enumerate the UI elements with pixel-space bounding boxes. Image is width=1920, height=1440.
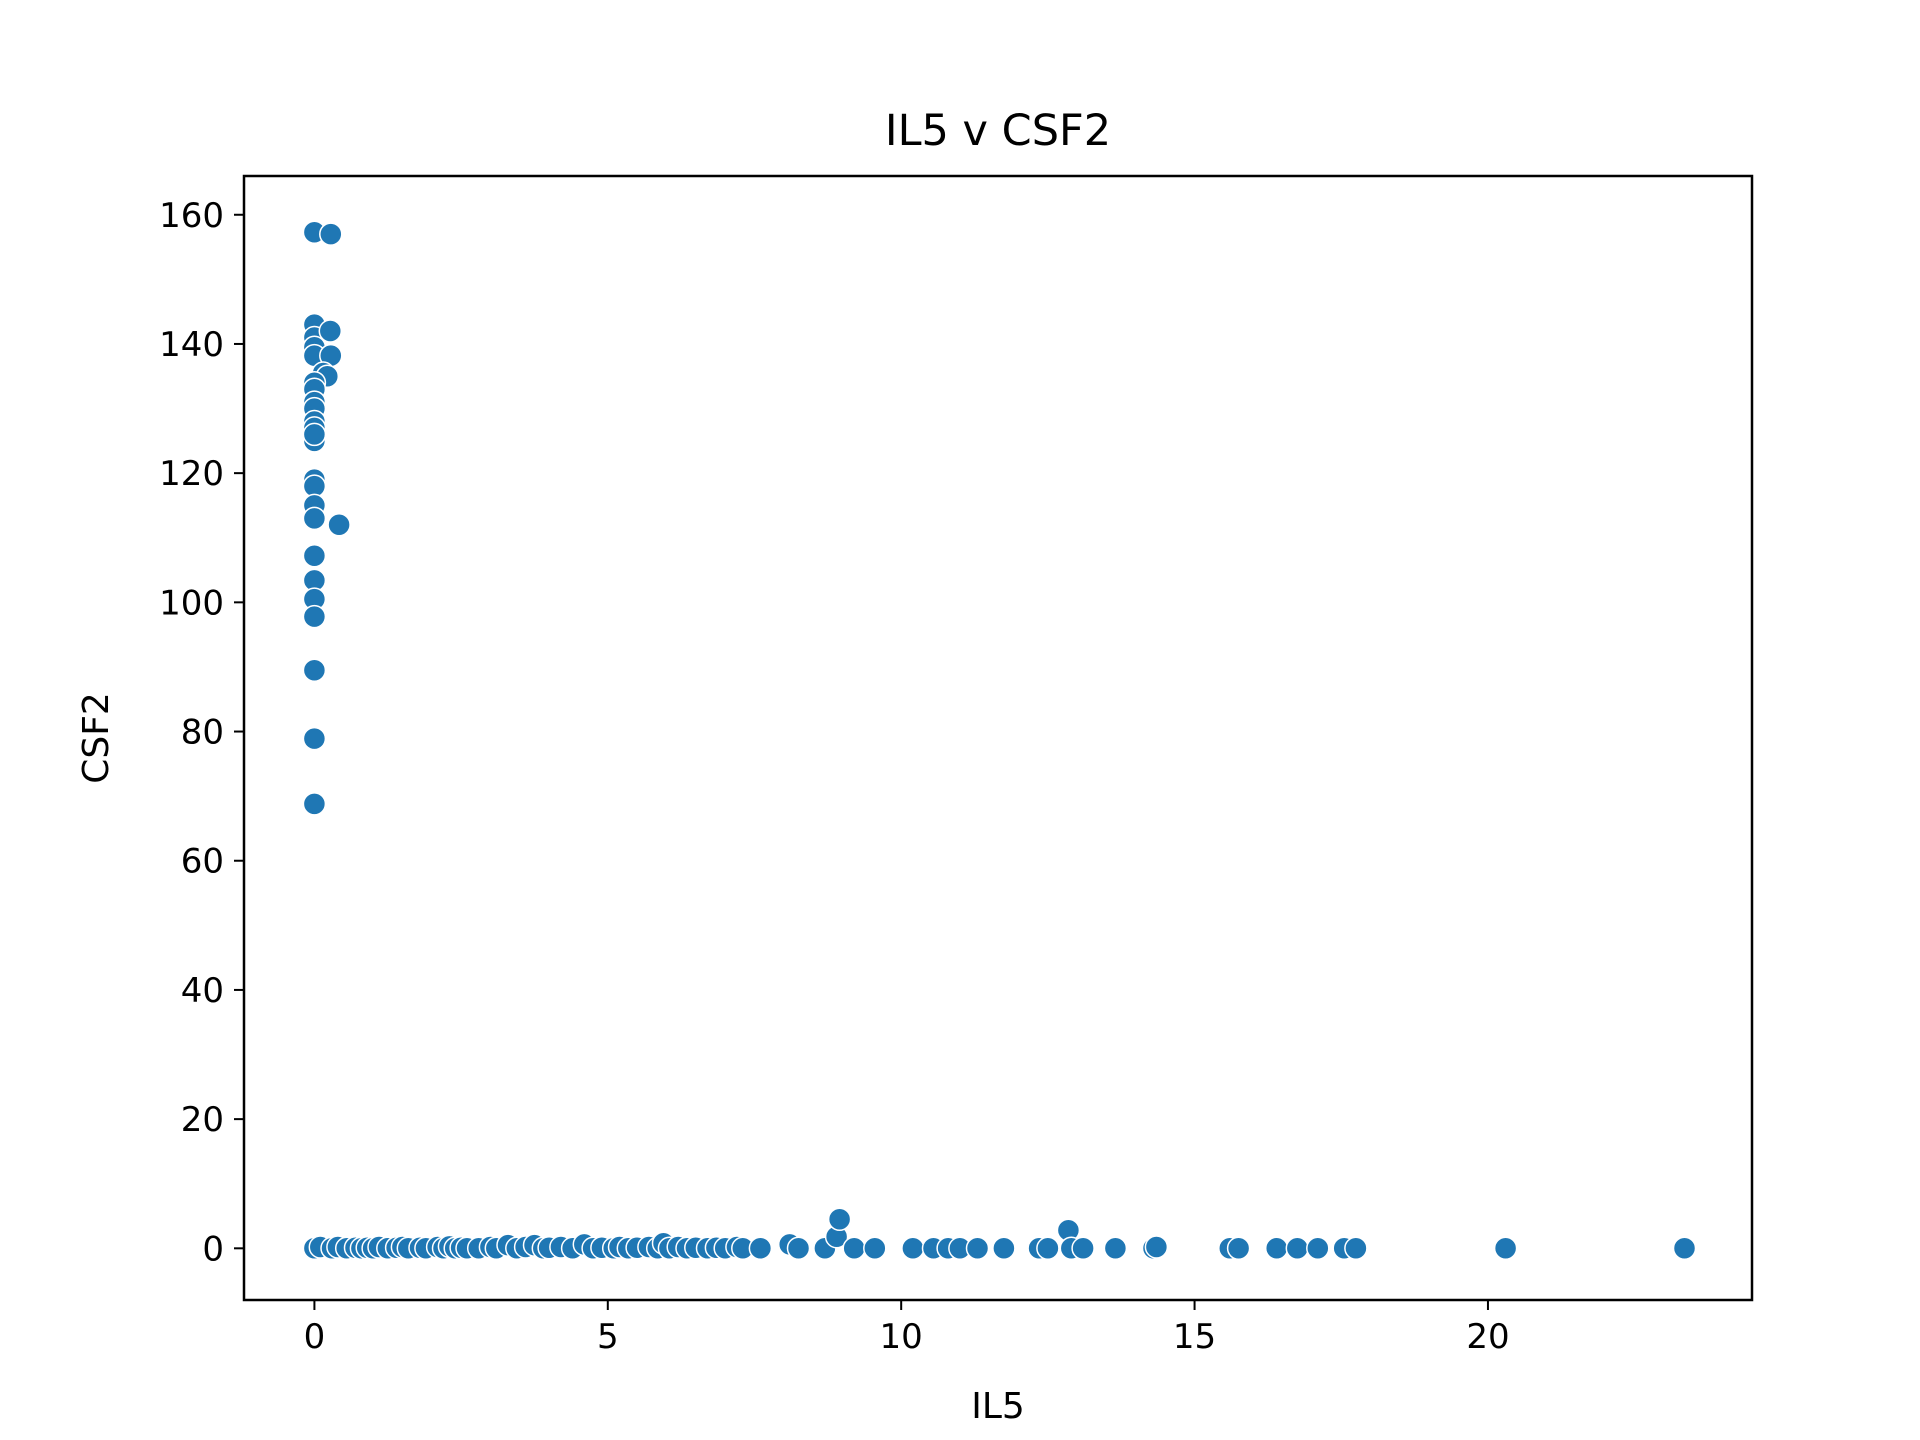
x-tick-label: 15 <box>1173 1317 1216 1357</box>
data-point <box>1226 1236 1251 1261</box>
data-point <box>827 1207 852 1232</box>
data-point <box>1672 1236 1697 1261</box>
x-tick-label: 0 <box>304 1317 326 1357</box>
data-point <box>1285 1236 1310 1261</box>
data-point <box>302 792 327 816</box>
data-point <box>1306 1236 1330 1261</box>
data-point <box>1493 1236 1518 1261</box>
data-point <box>1103 1236 1128 1261</box>
data-point <box>842 1236 866 1261</box>
y-tick-label: 40 <box>181 971 224 1011</box>
data-point <box>748 1236 773 1261</box>
chart-title: IL5 v CSF2 <box>885 106 1111 156</box>
data-point <box>302 604 327 629</box>
data-point <box>302 658 327 682</box>
y-tick-label: 0 <box>202 1229 224 1269</box>
y-axis-label: CSF2 <box>76 692 117 784</box>
points-layer <box>302 220 1697 1261</box>
data-point <box>318 319 343 343</box>
y-tick-label: 140 <box>159 325 224 365</box>
data-point <box>786 1236 811 1261</box>
x-tick-label: 5 <box>597 1317 619 1357</box>
data-point <box>1264 1236 1289 1261</box>
data-point <box>1071 1236 1095 1261</box>
data-point <box>302 422 327 447</box>
y-tick-label: 80 <box>181 713 224 753</box>
data-point <box>319 222 343 246</box>
y-axis: 0 20 40 60 80 100 120 140 160 <box>159 196 244 1269</box>
data-point <box>992 1236 1016 1261</box>
y-tick-label: 20 <box>181 1100 224 1140</box>
x-axis: 0 5 10 15 20 <box>304 1300 1510 1357</box>
y-tick-label: 120 <box>159 454 224 494</box>
data-point <box>901 1236 925 1261</box>
data-point <box>1144 1235 1169 1259</box>
data-point <box>302 726 327 751</box>
data-point <box>327 513 351 537</box>
x-tick-label: 20 <box>1466 1317 1509 1357</box>
y-tick-label: 100 <box>159 583 224 623</box>
data-point <box>863 1236 887 1261</box>
data-point <box>1344 1236 1368 1261</box>
data-point <box>302 506 327 531</box>
data-point <box>965 1236 990 1261</box>
data-point <box>302 544 327 568</box>
plot-frame <box>242 174 1754 1302</box>
x-axis-label: IL5 <box>971 1386 1025 1427</box>
x-tick-label: 10 <box>880 1317 923 1357</box>
y-tick-label: 160 <box>159 196 224 236</box>
y-tick-label: 60 <box>181 842 224 882</box>
data-point <box>1036 1236 1060 1261</box>
